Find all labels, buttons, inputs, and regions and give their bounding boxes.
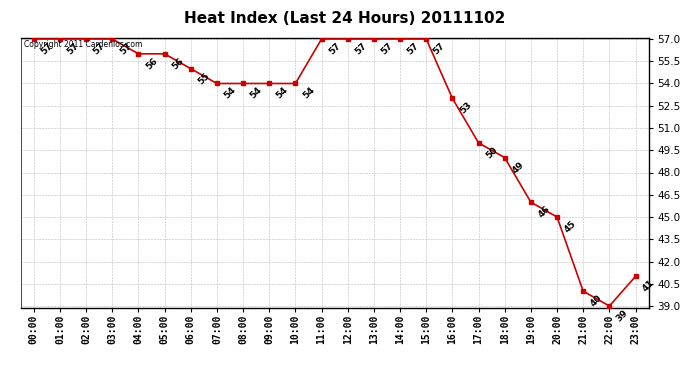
Text: 39: 39 — [615, 308, 630, 323]
Text: 57: 57 — [66, 41, 81, 56]
Text: Heat Index (Last 24 Hours) 20111102: Heat Index (Last 24 Hours) 20111102 — [184, 11, 506, 26]
Text: Copyright 2011 Cardenios.com: Copyright 2011 Cardenios.com — [24, 40, 142, 49]
Text: 57: 57 — [406, 41, 421, 56]
Text: 55: 55 — [197, 71, 212, 86]
Text: 57: 57 — [380, 41, 395, 56]
Text: 40: 40 — [589, 293, 604, 309]
Text: 41: 41 — [641, 278, 656, 294]
Text: 57: 57 — [118, 41, 133, 56]
Text: 54: 54 — [275, 86, 290, 101]
Text: 53: 53 — [458, 100, 473, 116]
Text: 57: 57 — [353, 41, 368, 56]
Text: 56: 56 — [170, 56, 186, 71]
Text: 45: 45 — [562, 219, 578, 234]
Text: 57: 57 — [432, 41, 447, 56]
Text: 54: 54 — [248, 86, 264, 101]
Text: 57: 57 — [92, 41, 107, 56]
Text: 46: 46 — [536, 204, 552, 219]
Text: 56: 56 — [144, 56, 159, 71]
Text: 54: 54 — [301, 86, 316, 101]
Text: 49: 49 — [511, 160, 526, 175]
Text: 50: 50 — [484, 145, 499, 160]
Text: 54: 54 — [222, 86, 238, 101]
Text: 57: 57 — [39, 41, 55, 56]
Text: 57: 57 — [327, 41, 342, 56]
